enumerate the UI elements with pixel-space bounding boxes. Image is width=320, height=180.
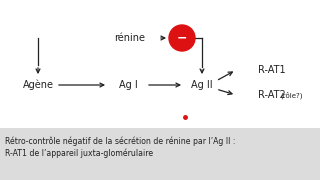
Text: Ag I: Ag I: [119, 80, 137, 90]
Circle shape: [169, 25, 195, 51]
Text: Rétro-contrôle négatif de la sécrétion de rénine par l’Ag II :: Rétro-contrôle négatif de la sécrétion d…: [5, 136, 236, 145]
Text: R-AT1: R-AT1: [258, 65, 286, 75]
Text: (rôle?): (rôle?): [280, 91, 302, 99]
Text: rénine: rénine: [115, 33, 146, 43]
Text: −: −: [177, 31, 187, 44]
Text: R-AT2: R-AT2: [258, 90, 286, 100]
Text: R-AT1 de l’appareil juxta-glomérulaire: R-AT1 de l’appareil juxta-glomérulaire: [5, 149, 153, 159]
Bar: [0, 128, 320, 180]
Text: Agène: Agène: [22, 80, 53, 90]
Text: Ag II: Ag II: [191, 80, 213, 90]
